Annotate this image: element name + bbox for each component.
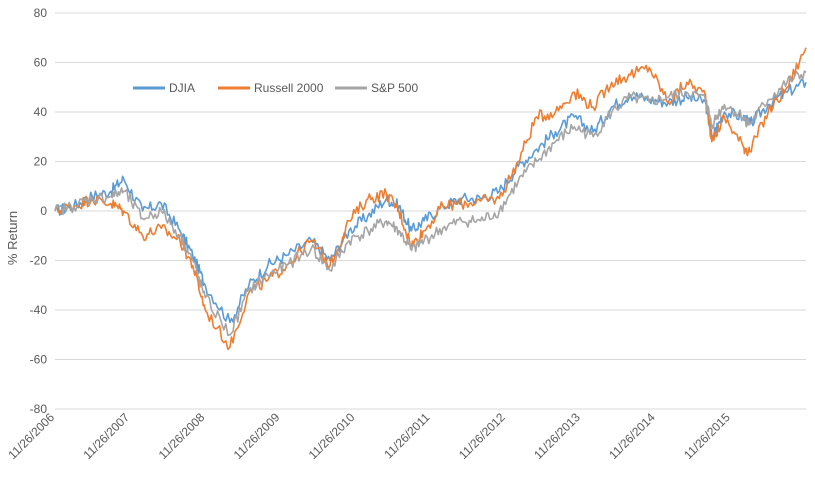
y-tick-label: 80	[34, 6, 48, 20]
x-tick-label: 11/26/2012	[456, 410, 508, 462]
gridlines	[55, 12, 806, 410]
legend-label: DJIA	[169, 81, 195, 95]
x-tick-label: 11/26/2014	[606, 410, 658, 462]
x-tick-label: 11/26/2010	[306, 410, 358, 462]
legend-label: S&P 500	[371, 81, 418, 95]
x-tick-label: 11/26/2008	[156, 410, 208, 462]
series-line	[54, 78, 807, 324]
y-axis-title: % Return	[5, 211, 20, 265]
y-tick-label: -40	[30, 303, 48, 317]
series-line	[54, 47, 807, 351]
x-tick-label: 11/26/2006	[5, 410, 57, 462]
x-tick-label: 11/26/2015	[681, 410, 733, 462]
x-tick-label: 11/26/2013	[531, 410, 583, 462]
y-tick-label: -80	[30, 402, 48, 416]
y-tick-label: -20	[30, 254, 48, 268]
series-line	[54, 70, 807, 337]
y-tick-label: 0	[40, 204, 47, 218]
y-tick-label: -60	[30, 353, 48, 367]
x-tick-label: 11/26/2007	[80, 410, 132, 462]
legend-label: Russell 2000	[254, 81, 324, 95]
y-axis-tick-labels: -80 -60 -40 -20 0 20 40 60 80	[30, 6, 48, 416]
x-tick-label: 11/26/2011	[381, 410, 432, 461]
y-tick-label: 40	[34, 105, 48, 119]
x-tick-label: 11/26/2009	[231, 410, 283, 462]
series-lines	[54, 47, 807, 351]
y-tick-label: 60	[34, 56, 48, 70]
x-axis-tick-labels: 11/26/2006 11/26/2007 11/26/2008 11/26/2009…	[5, 410, 733, 462]
legend: DJIA Russell 2000 S&P 500	[133, 81, 418, 95]
y-tick-label: 20	[34, 155, 48, 169]
